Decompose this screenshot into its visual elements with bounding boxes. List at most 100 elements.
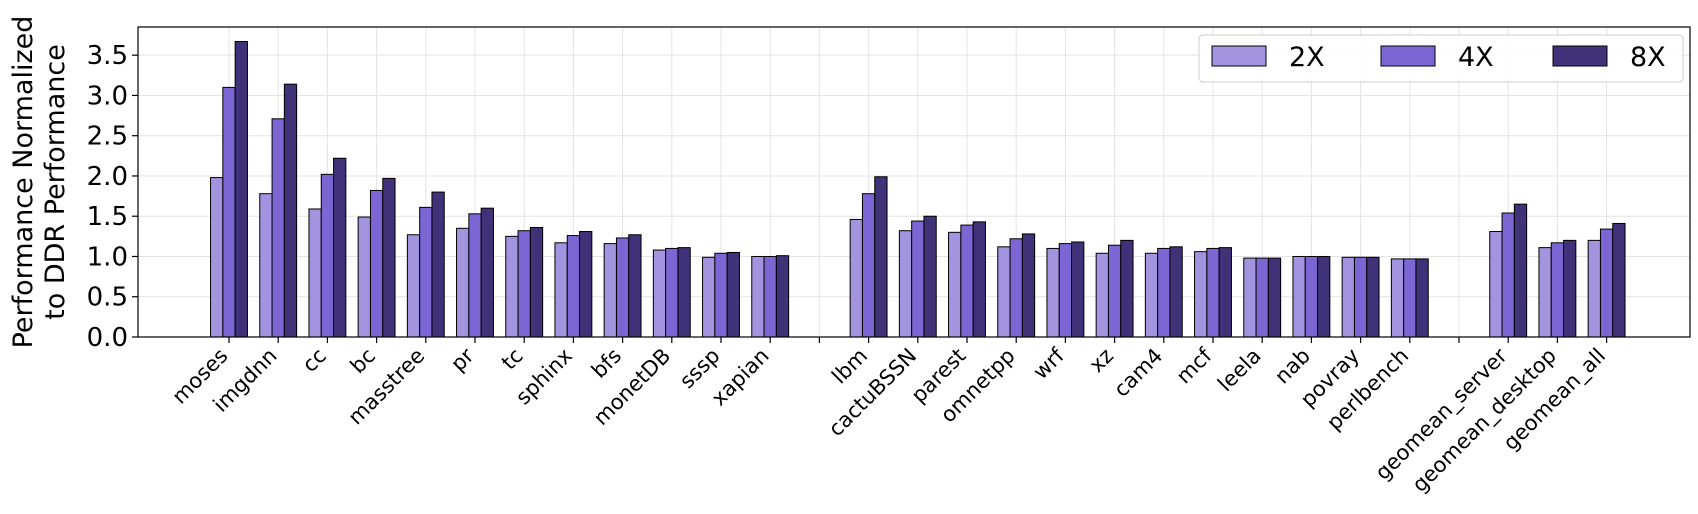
- bar-2X-cactuBSSN: [898, 230, 913, 338]
- x-tick-label: leela: [1213, 344, 1266, 397]
- bar-4X-xz: [1107, 244, 1122, 338]
- bar-4X-bfs: [615, 237, 630, 338]
- bar-8X-sphinx: [579, 231, 593, 338]
- bar-4X-xapian: [763, 255, 777, 338]
- bar-2X-omnetpp: [997, 246, 1011, 338]
- bar-8X-geomean_server: [1513, 203, 1528, 338]
- bar-4X-cactuBSSN: [911, 220, 925, 338]
- legend-swatch-8X: [1552, 45, 1608, 67]
- bar-2X-nab: [1292, 255, 1306, 338]
- x-tick-label: cam4: [1109, 344, 1167, 402]
- bar-4X-monetDB: [665, 247, 679, 338]
- bar-2X-monetDB: [652, 249, 667, 338]
- legend-swatch-4X: [1380, 45, 1436, 67]
- y-axis-ticks: 0.0 0.5 1.0 1.5 2.0 2.5 3.0 3.5: [87, 41, 138, 353]
- bar-8X-cc: [333, 157, 347, 338]
- bar-8X-monetDB: [677, 247, 691, 338]
- bar-2X-tc: [505, 235, 519, 338]
- bar-8X-geomean_all: [1612, 222, 1626, 338]
- bar-2X-mcf: [1194, 251, 1208, 338]
- bar-2X-leela: [1243, 257, 1257, 338]
- bar-2X-masstree: [406, 234, 421, 338]
- x-tick-label: bfs: [587, 344, 626, 383]
- bar-4X-geomean_all: [1599, 228, 1614, 338]
- bar-4X-lbm: [861, 193, 876, 338]
- bar-2X-imgdnn: [259, 193, 273, 338]
- bar-8X-bfs: [628, 234, 642, 338]
- bar-8X-leela: [1267, 257, 1282, 338]
- bar-2X-lbm: [849, 218, 863, 338]
- bar-8X-bc: [382, 177, 396, 338]
- bar-8X-lbm: [874, 176, 888, 338]
- bar-8X-povray: [1366, 256, 1380, 338]
- bar-8X-parest: [972, 221, 986, 338]
- bar-4X-nab: [1304, 255, 1319, 338]
- legend-label-2X: 2X: [1289, 42, 1325, 73]
- bar-2X-parest: [948, 231, 962, 338]
- bar-8X-omnetpp: [1021, 233, 1036, 338]
- bar-8X-xz: [1120, 239, 1134, 338]
- bar-4X-tc: [517, 230, 531, 338]
- y-tick-label: 1.5: [87, 202, 128, 232]
- x-tick-label: cc: [298, 344, 331, 377]
- legend-label-4X: 4X: [1458, 42, 1494, 73]
- bar-2X-cam4: [1144, 252, 1159, 338]
- bar-2X-cc: [308, 208, 322, 338]
- bar-4X-sphinx: [566, 235, 581, 338]
- bar-4X-sssp: [714, 252, 728, 338]
- x-tick-label: wrf: [1028, 343, 1069, 384]
- bar-8X-xapian: [775, 255, 790, 338]
- bar-8X-geomean_desktop: [1563, 239, 1577, 338]
- bar-4X-masstree: [419, 206, 433, 338]
- y-tick-label: 3.5: [87, 41, 128, 71]
- y-axis-label-line2: to DDR Performance: [40, 44, 71, 320]
- bar-2X-povray: [1341, 256, 1355, 338]
- bar-2X-moses: [210, 177, 224, 338]
- bar-2X-geomean_all: [1587, 239, 1601, 338]
- bar-4X-imgdnn: [271, 118, 285, 338]
- y-tick-label: 0.5: [87, 283, 128, 313]
- x-tick-label: pr: [446, 343, 479, 376]
- bar-8X-tc: [529, 226, 544, 338]
- bar-2X-wrf: [1046, 247, 1060, 338]
- bar-8X-perlbench: [1415, 258, 1429, 338]
- plot-frame: [137, 26, 1691, 338]
- bar-2X-geomean_server: [1489, 231, 1503, 338]
- bar-2X-xapian: [751, 255, 765, 338]
- y-axis-label-line1: Performance Normalized: [8, 16, 39, 349]
- bar-4X-geomean_server: [1501, 212, 1515, 338]
- legend-frame: [1198, 34, 1684, 83]
- bar-2X-pr: [456, 227, 470, 338]
- x-tick-label: xz: [1085, 344, 1119, 378]
- bar-2X-sphinx: [554, 242, 568, 338]
- bar-2X-xz: [1095, 252, 1109, 338]
- x-tick-label: cactuBSSN: [824, 344, 922, 442]
- bar-2X-perlbench: [1390, 258, 1405, 338]
- bar-4X-cam4: [1157, 247, 1171, 338]
- y-tick-label: 0.0: [87, 323, 128, 353]
- bar-4X-leela: [1255, 257, 1269, 338]
- y-tick-label: 3.0: [87, 81, 128, 111]
- bar-8X-cam4: [1169, 246, 1183, 338]
- bar-4X-moses: [222, 86, 236, 338]
- bar-8X-imgdnn: [283, 83, 298, 338]
- x-tick-label: bc: [346, 344, 381, 379]
- bar-8X-pr: [480, 207, 494, 338]
- y-tick-label: 2.0: [87, 162, 128, 192]
- legend-swatch-2X: [1211, 45, 1267, 67]
- legend-label-8X: 8X: [1630, 42, 1666, 73]
- bar-4X-povray: [1353, 256, 1368, 338]
- bar-8X-masstree: [431, 191, 445, 338]
- bar-8X-mcf: [1218, 247, 1232, 338]
- y-tick-label: 2.5: [87, 122, 128, 152]
- bar-4X-mcf: [1206, 247, 1220, 338]
- bar-4X-parest: [960, 224, 974, 338]
- bar-2X-geomean_desktop: [1538, 247, 1552, 338]
- bar-8X-sssp: [726, 251, 740, 338]
- bar-4X-wrf: [1058, 243, 1073, 338]
- bar-4X-perlbench: [1403, 258, 1417, 338]
- legend: 2X 4X 8X: [1198, 34, 1684, 83]
- bar-2X-sssp: [702, 256, 716, 338]
